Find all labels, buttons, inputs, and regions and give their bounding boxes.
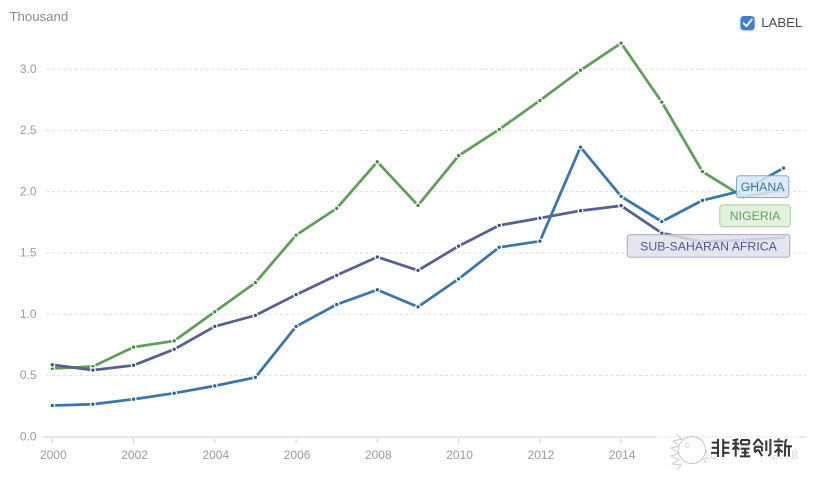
svg-text:GHANA: GHANA [741, 180, 786, 194]
svg-text:Thousand: Thousand [10, 9, 69, 24]
svg-text:1.0: 1.0 [20, 307, 37, 321]
svg-text:2002: 2002 [121, 448, 148, 462]
svg-text:0.5: 0.5 [20, 368, 37, 382]
svg-text:3.0: 3.0 [20, 62, 37, 76]
svg-text:2010: 2010 [446, 448, 473, 462]
svg-text:2008: 2008 [365, 448, 392, 462]
svg-text:2.5: 2.5 [20, 123, 37, 137]
svg-text:0.0: 0.0 [20, 430, 37, 444]
svg-text:2004: 2004 [202, 448, 229, 462]
svg-text:2014: 2014 [609, 448, 636, 462]
svg-text:LABEL: LABEL [761, 15, 802, 30]
svg-text:1.5: 1.5 [20, 246, 37, 260]
svg-text:2012: 2012 [528, 448, 555, 462]
svg-text:NIGERIA: NIGERIA [730, 209, 781, 223]
svg-text:2000: 2000 [40, 448, 67, 462]
svg-text:2.0: 2.0 [20, 184, 37, 198]
svg-text:SUB-SAHARAN AFRICA: SUB-SAHARAN AFRICA [640, 239, 777, 253]
svg-text:2006: 2006 [284, 448, 311, 462]
